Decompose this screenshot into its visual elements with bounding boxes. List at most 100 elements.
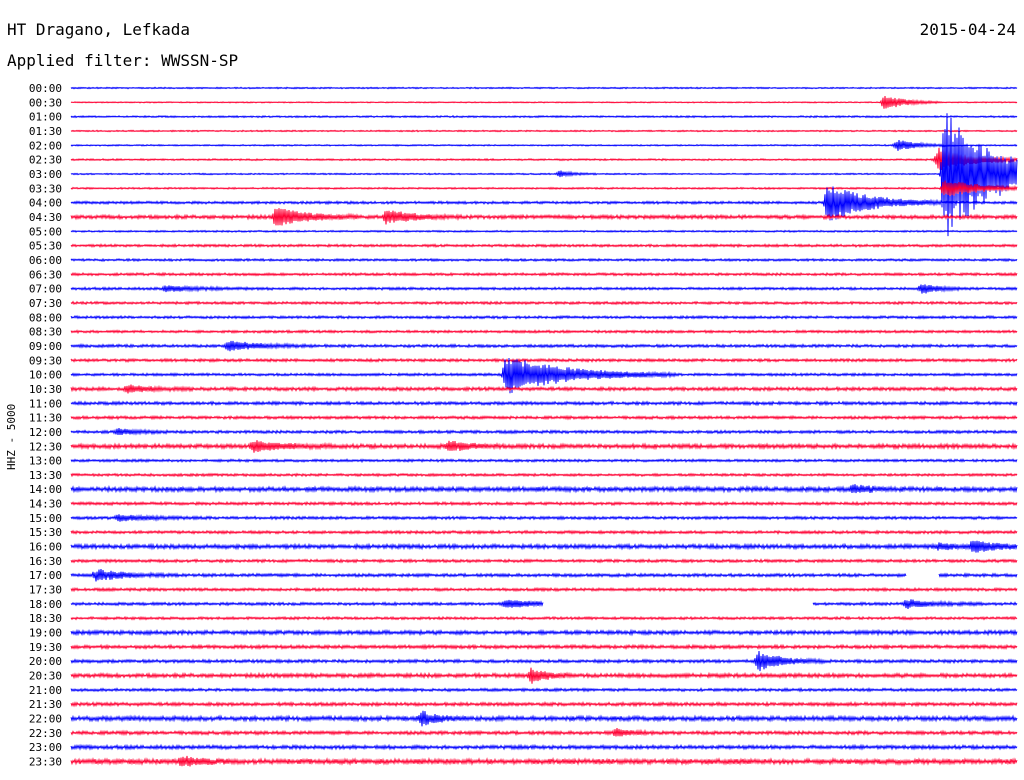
row-label-1030: 10:30 [29,383,62,396]
row-label-1330: 13:30 [29,469,62,482]
trace-1130 [70,414,1018,421]
row-label-1700: 17:00 [29,569,62,582]
row-label-1830: 18:30 [29,612,62,625]
row-label-1630: 16:30 [29,555,62,568]
trace-1530 [70,529,1018,536]
trace-0300 [70,113,1018,237]
trace-1500 [70,513,1018,522]
row-label-0930: 09:30 [29,354,62,367]
row-label-0800: 08:00 [29,311,62,324]
row-label-2000: 20:00 [29,655,62,668]
trace-0230 [70,147,1018,171]
row-label-1600: 16:00 [29,541,62,554]
row-label-0530: 05:30 [29,240,62,253]
trace-2000 [70,650,1018,672]
row-label-0900: 09:00 [29,340,62,353]
trace-1000 [70,357,1018,394]
row-label-2100: 21:00 [29,684,62,697]
row-label-2130: 21:30 [29,698,62,711]
trace-1700 [70,569,1018,582]
filter-label: Applied filter: WWSSN-SP [7,51,239,70]
trace-1630 [70,558,1018,564]
trace-1300 [70,458,1018,464]
row-label-2300: 23:00 [29,741,62,754]
trace-1730 [70,586,1018,593]
trace-0500 [70,229,1018,234]
trace-1200 [70,428,1018,436]
row-label-0500: 05:00 [29,225,62,238]
row-label-0430: 04:30 [29,211,62,224]
row-label-1430: 14:30 [29,498,62,511]
trace-2100 [70,687,1018,693]
trace-1030 [70,384,1018,394]
row-label-0000: 00:00 [29,82,62,95]
row-label-1500: 15:00 [29,512,62,525]
traces [70,86,1018,767]
trace-1230 [70,440,1018,453]
trace-1800 [70,599,1018,609]
trace-1900 [70,628,1018,637]
row-label-0100: 01:00 [29,111,62,124]
row-label-0030: 00:30 [29,96,62,109]
trace-0430 [70,208,1018,226]
trace-0100 [70,114,1018,119]
row-label-1130: 11:30 [29,412,62,425]
row-label-2230: 22:30 [29,727,62,740]
row-label-0700: 07:00 [29,283,62,296]
trace-0030 [70,96,1018,109]
trace-0630 [70,271,1018,277]
row-label-1730: 17:30 [29,584,62,597]
row-label-0230: 02:30 [29,154,62,167]
row-label-1800: 18:00 [29,598,62,611]
trace-0200 [70,139,1018,151]
trace-0930 [70,357,1018,364]
trace-2330 [70,755,1018,767]
row-label-0130: 01:30 [29,125,62,138]
trace-0400 [70,186,1018,221]
row-label-0200: 02:00 [29,139,62,152]
row-label-1530: 15:30 [29,526,62,539]
trace-0330 [70,180,1018,197]
row-label-0730: 07:30 [29,297,62,310]
trace-0730 [70,300,1018,306]
row-label-0600: 06:00 [29,254,62,267]
row-label-0400: 04:00 [29,197,62,210]
trace-0600 [70,257,1018,263]
row-label-2330: 23:30 [29,756,62,769]
row-label-1900: 19:00 [29,627,62,640]
row-label-1100: 11:00 [29,397,62,410]
row-label-2030: 20:30 [29,670,62,683]
row-label-0300: 03:00 [29,168,62,181]
trace-1830 [70,615,1018,621]
trace-0800 [70,314,1018,320]
trace-1100 [70,400,1018,407]
trace-2200 [70,710,1018,727]
date-label: 2015-04-24 [919,20,1016,39]
row-label-1230: 12:30 [29,440,62,453]
trace-0700 [70,284,1018,294]
station-title: HT Dragano, Lefkada [7,20,191,39]
trace-0830 [70,329,1018,335]
trace-2230 [70,728,1018,737]
row-label-1400: 14:00 [29,483,62,496]
trace-1930 [70,643,1018,651]
trace-1430 [70,500,1018,507]
trace-1600 [70,540,1018,553]
row-label-0330: 03:30 [29,182,62,195]
row-label-1000: 10:00 [29,369,62,382]
row-label-1300: 13:00 [29,455,62,468]
trace-0530 [70,243,1018,249]
row-label-2200: 22:00 [29,713,62,726]
row-label-1930: 19:30 [29,641,62,654]
trace-0000 [70,86,1018,90]
trace-0130 [70,129,1018,133]
trace-2030 [70,667,1018,684]
trace-1400 [70,484,1018,494]
trace-0900 [70,340,1018,352]
trace-2130 [70,700,1018,708]
row-label-0630: 06:30 [29,268,62,281]
trace-1330 [70,472,1018,478]
row-label-0830: 08:30 [29,326,62,339]
